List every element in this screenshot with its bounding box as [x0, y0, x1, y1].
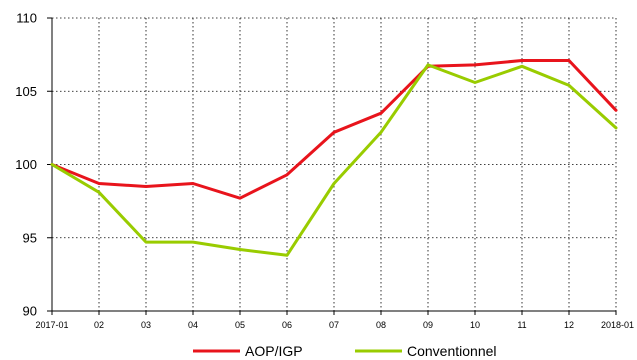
x-tick-label: 10 — [470, 320, 480, 330]
legend-label: Conventionnel — [407, 343, 497, 359]
data-point — [286, 254, 289, 257]
data-point — [615, 109, 618, 112]
x-tick-label: 03 — [141, 320, 151, 330]
data-point — [239, 248, 242, 251]
data-point — [192, 241, 195, 244]
data-point — [521, 65, 524, 68]
data-point — [333, 182, 336, 185]
x-tick-label: 06 — [282, 320, 292, 330]
data-point — [239, 197, 242, 200]
data-point — [192, 182, 195, 185]
x-tick-label: 07 — [329, 320, 339, 330]
data-point — [474, 81, 477, 84]
y-tick-label: 90 — [23, 304, 37, 319]
data-point — [98, 182, 101, 185]
data-point — [145, 185, 148, 188]
x-tick-label: 2017-01 — [35, 320, 68, 330]
data-point — [286, 173, 289, 176]
data-point — [615, 126, 618, 129]
legend-label: AOP/IGP — [245, 343, 303, 359]
x-tick-label: 04 — [188, 320, 198, 330]
series-line-aop-igp — [50, 59, 618, 200]
data-point — [51, 163, 54, 166]
data-point — [568, 84, 571, 87]
y-tick-label: 100 — [15, 157, 37, 172]
data-point — [427, 63, 430, 66]
x-tick-label: 02 — [94, 320, 104, 330]
data-point — [568, 59, 571, 62]
x-tick-label: 05 — [235, 320, 245, 330]
x-tick-label: 11 — [517, 320, 526, 330]
x-tick-label: 09 — [423, 320, 433, 330]
data-point — [145, 241, 148, 244]
y-tick-label: 110 — [16, 11, 37, 26]
axis-layer: 90 95 100 105 110 2017-01 02 03 04 05 06 07 08 09 10 11… — [15, 11, 634, 331]
legend: AOP/IGP Conventionnel — [193, 343, 497, 359]
series-layer — [50, 59, 618, 257]
data-point — [521, 59, 524, 62]
y-tick-label: 105 — [15, 84, 37, 99]
x-tick-label: 08 — [376, 320, 386, 330]
data-point — [333, 131, 336, 134]
series-line-conventionnel — [50, 63, 618, 257]
y-tick-label: 95 — [23, 230, 37, 245]
data-point — [98, 191, 101, 194]
data-point — [474, 63, 477, 66]
x-tick-label: 12 — [564, 320, 574, 330]
data-point — [380, 112, 383, 115]
data-point — [380, 131, 383, 134]
x-tick-label: 2018-01 — [601, 320, 634, 330]
